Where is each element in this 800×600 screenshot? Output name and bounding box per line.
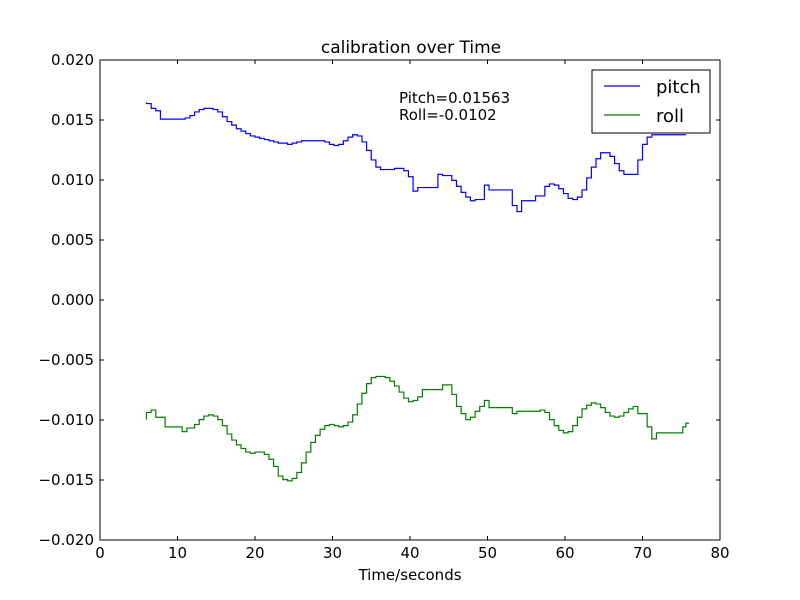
plot-area: 0 10 20 30 40 50 60 70 80 −0.020−0.015−0.010−0.0… (38, 51, 729, 562)
y-tick-label: 0.020 (51, 51, 94, 69)
x-tick-label: 30 (323, 544, 342, 562)
legend: pitch roll (591, 69, 711, 134)
legend-box (591, 69, 711, 134)
y-tick-label: 0.015 (51, 111, 94, 129)
y-tick-label: −0.015 (38, 471, 94, 489)
x-tick-label: 60 (555, 544, 574, 562)
legend-label-pitch: pitch (656, 77, 701, 98)
x-axis-label: Time/seconds (357, 566, 461, 584)
x-tick-label: 80 (710, 544, 729, 562)
y-tick-label: 0.005 (51, 231, 94, 249)
x-tick-label: 0 (95, 544, 105, 562)
series-line-pitch (145, 102, 686, 213)
pitch-annotation: Pitch=0.01563 (399, 89, 510, 107)
y-tick-label: −0.010 (38, 411, 94, 429)
y-tick-label: −0.020 (38, 531, 94, 549)
series-layer (145, 102, 689, 482)
x-axis: 0 10 20 30 40 50 60 70 80 (95, 60, 730, 562)
x-tick-label: 10 (168, 544, 187, 562)
legend-label-roll: roll (656, 106, 684, 127)
y-tick-label: 0.010 (51, 171, 94, 189)
x-tick-label: 20 (245, 544, 264, 562)
roll-annotation: Roll=-0.0102 (399, 106, 497, 124)
x-tick-label: 70 (633, 544, 652, 562)
y-axis: −0.020 −0.015 −0.010 −0.005 0.000 0.005 0.010 0… (38, 51, 720, 549)
series-line-roll (145, 375, 689, 482)
y-tick-label: 0.000 (51, 291, 94, 309)
x-tick-label: 50 (478, 544, 497, 562)
x-tick-label: 40 (400, 544, 419, 562)
y-tick-label: −0.005 (38, 351, 94, 369)
chart-title: calibration over Time (321, 38, 501, 58)
plot-background (100, 60, 720, 540)
